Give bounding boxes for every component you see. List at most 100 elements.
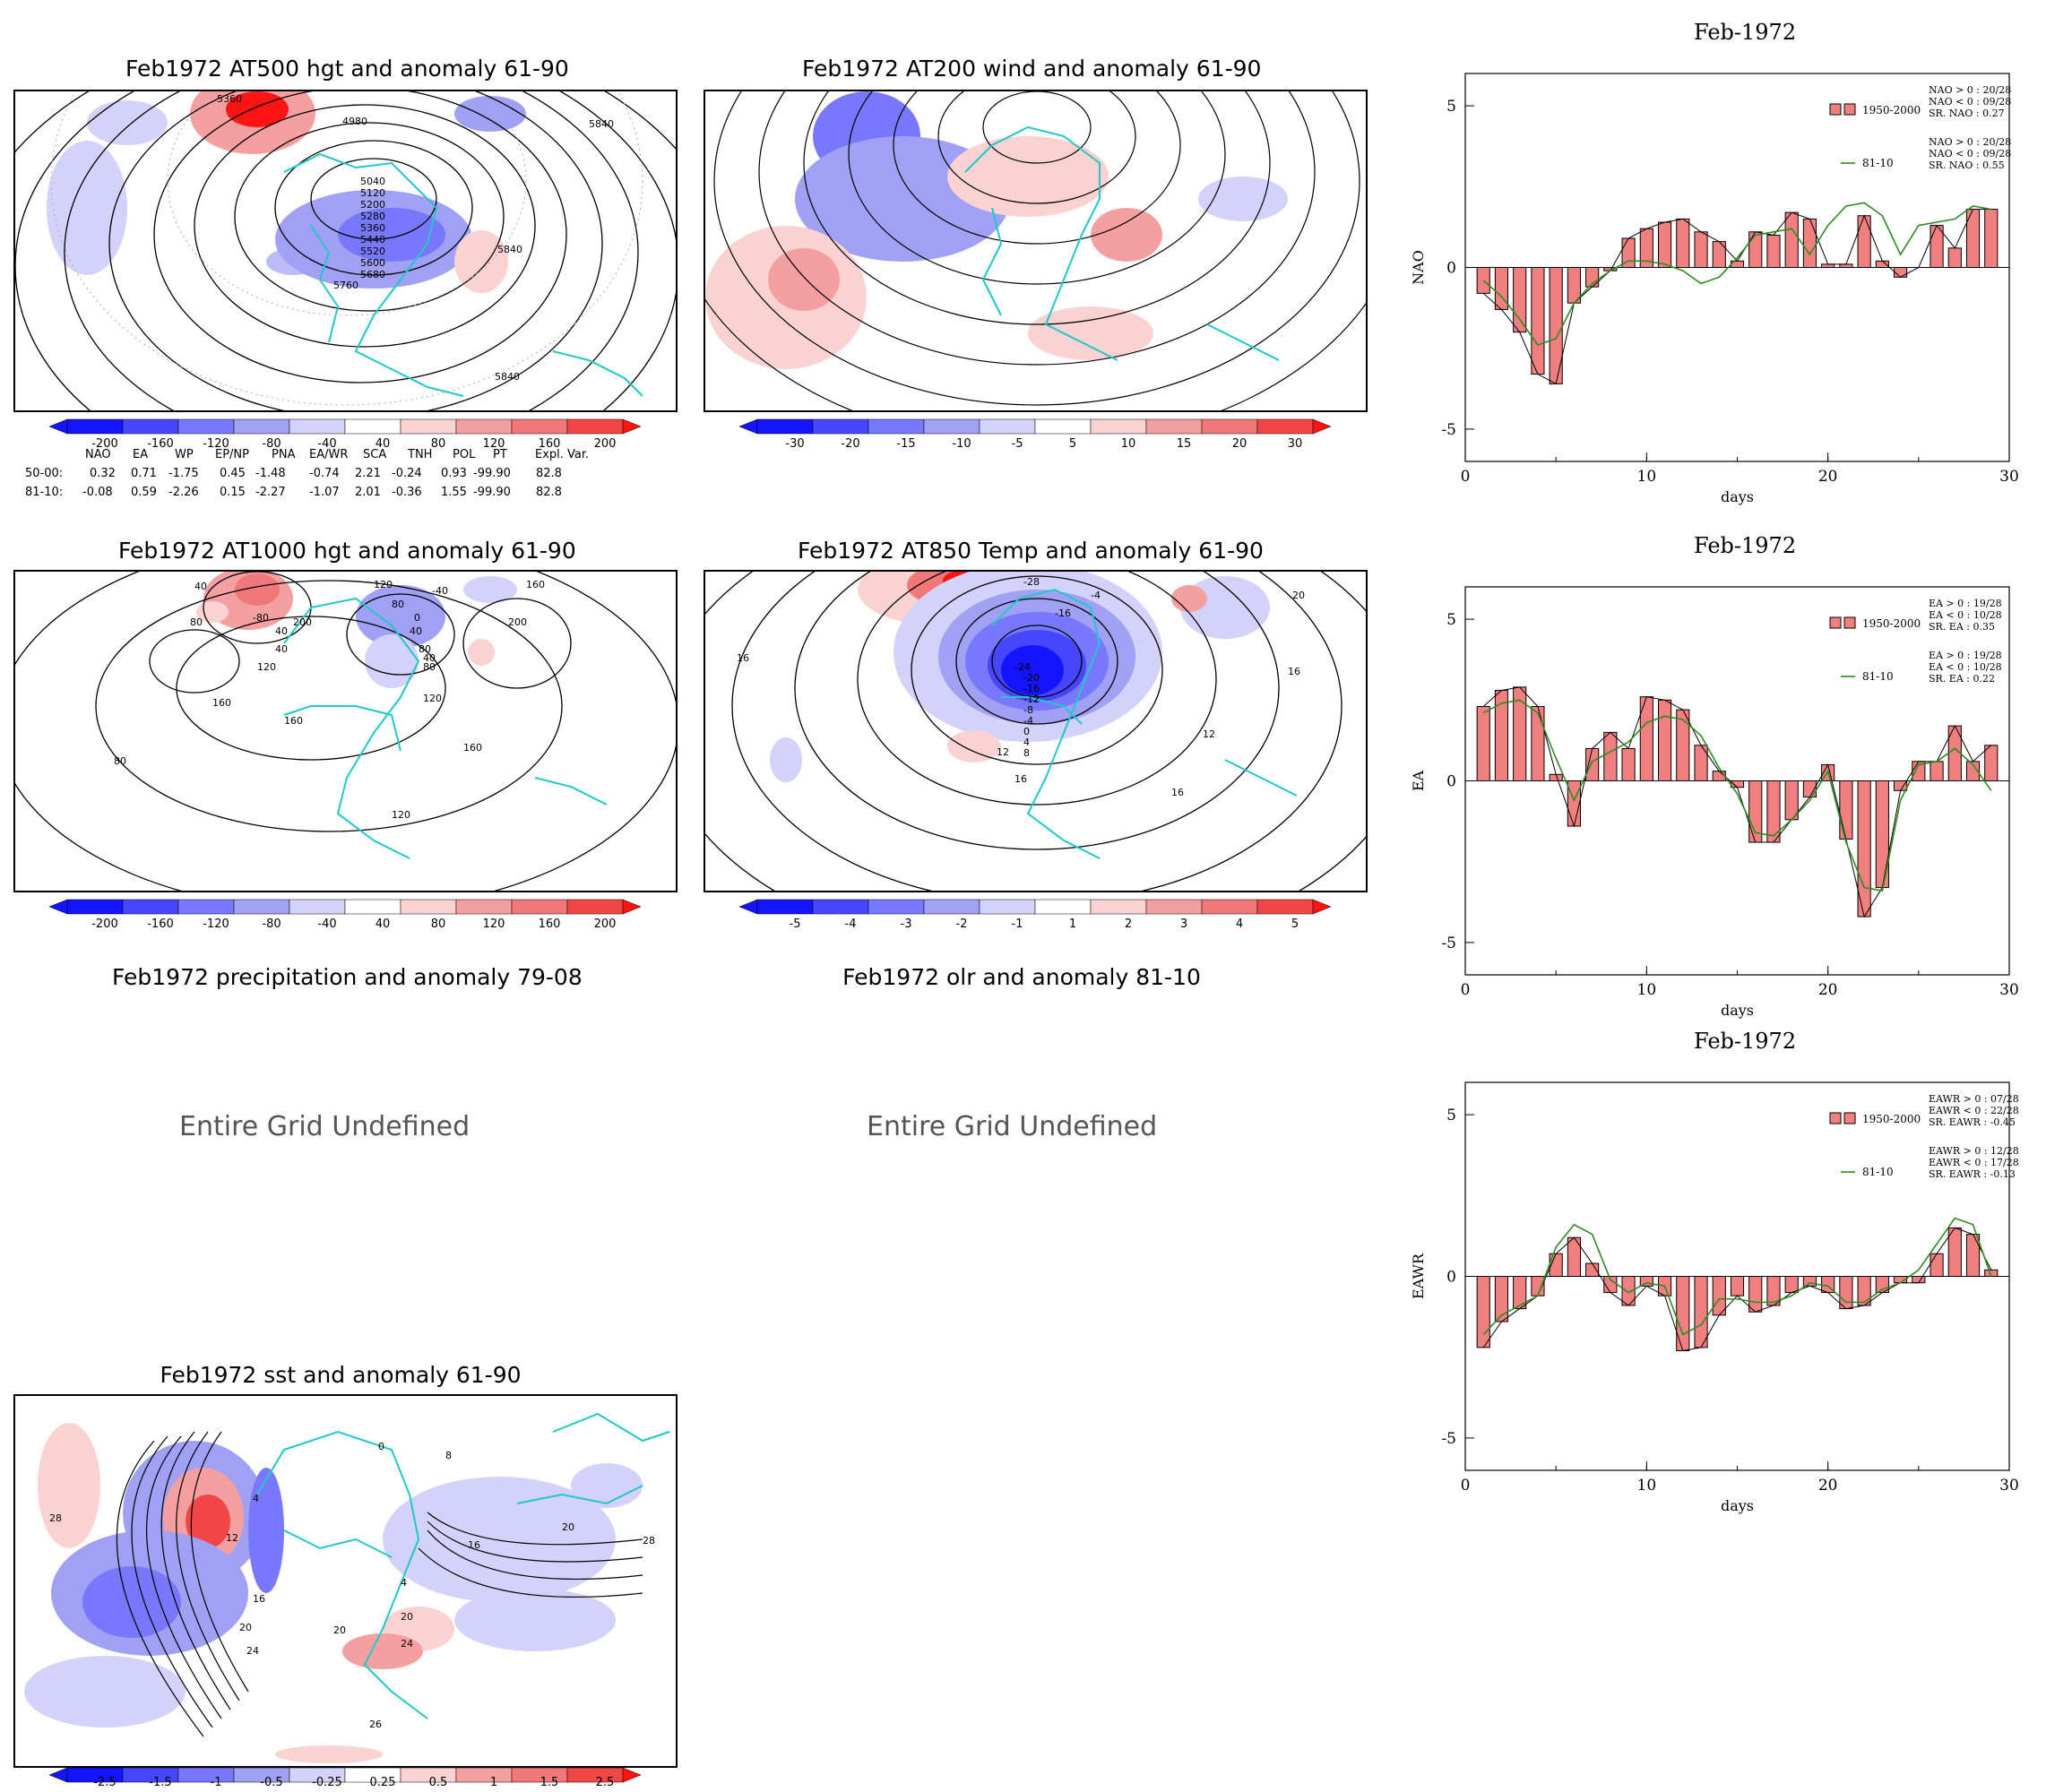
bar: [1657, 699, 1672, 782]
legend-stat: EAWR < 0 : 22/28: [1929, 1105, 2019, 1116]
table-cell: 0.59: [131, 486, 157, 499]
cbar-tick: 40: [375, 437, 391, 451]
cbar-tick: 5: [1291, 918, 1299, 931]
legend-label: 81-10: [1862, 157, 1894, 169]
anomaly-shading: [770, 572, 1270, 782]
cbar-tick: 1: [489, 1776, 498, 1789]
svg-text:80: 80: [392, 599, 404, 610]
precip-undefined-message: Entire Grid Undefined: [179, 1111, 471, 1142]
bar: [1531, 706, 1545, 781]
table-cell: -2.27: [255, 486, 286, 499]
svg-text:20: 20: [562, 1521, 574, 1533]
nao-timeseries-chart: 5 0 -5 0 10 20 30 days NAO 1950-2000 81-10 NAO > 0 …: [1410, 73, 2019, 505]
table-cell: 2.21: [355, 467, 381, 480]
map-500hgt: 5360 4980 5040 5120 5200 5280 5360 5440 …: [15, 91, 676, 410]
cbar-tick: -1: [1011, 918, 1023, 931]
legend-label: 1950-2000: [1862, 617, 1921, 630]
cbar-tick: 2.5: [595, 1776, 615, 1789]
y-axis-label: NAO: [1410, 250, 1427, 285]
bar: [1857, 1276, 1871, 1306]
table-cell: -0.74: [309, 467, 340, 480]
series-line-81-10: [1482, 699, 1992, 892]
series-line-81-10: [1482, 202, 1991, 347]
bar: [1802, 218, 1817, 268]
bar: [1603, 731, 1618, 781]
svg-text:5040: 5040: [360, 176, 385, 187]
svg-text:4: 4: [1023, 737, 1030, 748]
map-title-500hgt: Feb1972 AT500 hgt and anomaly 61-90: [125, 56, 569, 82]
cbar-tick: -30: [785, 437, 805, 451]
table-header: WP: [175, 448, 194, 461]
table-cell: -1.48: [255, 467, 286, 480]
bar: [1531, 267, 1545, 375]
table-cell: 1.55: [441, 486, 467, 499]
table-cell: -0.36: [392, 486, 422, 499]
svg-text:120: 120: [374, 579, 393, 590]
bar: [1621, 747, 1636, 782]
map-title-sst: Feb1972 sst and anomaly 61-90: [160, 1362, 522, 1388]
bar: [1513, 267, 1527, 333]
cbar-tick: -0.25: [312, 1776, 342, 1789]
svg-text:40: 40: [275, 643, 288, 655]
table-header: Expl. Var.: [535, 448, 590, 461]
table-header: NAO: [85, 448, 111, 461]
legend-stat: NAO < 0 : 09/28: [1929, 148, 2011, 159]
coastlines: [964, 125, 1280, 361]
bar: [1930, 761, 1944, 782]
svg-text:0: 0: [378, 1441, 384, 1452]
legend-stat: NAO > 0 : 20/28: [1929, 136, 2011, 148]
cbar-tick: -80: [262, 918, 281, 931]
bar: [1766, 234, 1781, 269]
coastlines: [256, 1412, 670, 1719]
bar: [1694, 1276, 1708, 1348]
series-line-81-10: [1482, 1217, 1992, 1336]
contours: [705, 572, 1366, 891]
cbar-tick: -40: [317, 918, 337, 931]
bar: [1766, 780, 1781, 843]
bar: [1549, 267, 1563, 384]
svg-text:-80: -80: [253, 612, 269, 624]
svg-text:-12: -12: [1023, 694, 1040, 705]
cbar-tick: -15: [896, 437, 916, 451]
bar: [1748, 231, 1763, 268]
map-sst: 28 4 12 16 20 24 0 8 16 20 28 4 20 24 26…: [24, 1412, 670, 1763]
y-tick-label: -5: [1441, 935, 1456, 952]
legend-stat: EAWR < 0 : 17/28: [1929, 1157, 2019, 1168]
contour-labels: -28 -4 20 -16 16 -24 -20 -16 -12 -8 -4 0…: [737, 576, 1305, 798]
cbar-tick: -40: [317, 437, 337, 451]
bar: [1657, 221, 1672, 269]
ea-timeseries-chart: 5 0 -5 0 10 20 30 days EA 1950-2000 81-10 EA > 0 : …: [1410, 586, 2019, 1019]
cbar-tick: -5: [1011, 437, 1023, 451]
table-header: PNA: [272, 448, 296, 461]
svg-text:40: 40: [410, 625, 422, 637]
table-header: SCA: [363, 448, 387, 461]
svg-text:5200: 5200: [360, 199, 385, 211]
svg-text:8: 8: [1023, 747, 1030, 759]
table-cell: 0.71: [131, 467, 157, 480]
table-cell: -2.26: [168, 486, 199, 499]
svg-text:80: 80: [423, 661, 436, 673]
map-title-850temp: Feb1972 AT850 Temp and anomaly 61-90: [798, 538, 1264, 564]
cbar-tick: 120: [482, 918, 505, 931]
x-tick-label: 10: [1637, 981, 1657, 999]
map-850temp: -28 -4 20 -16 16 -24 -20 -16 -12 -8 -4 0…: [705, 572, 1366, 891]
legend-swatch-bar: [1843, 103, 1856, 116]
svg-text:-4: -4: [1023, 715, 1033, 727]
x-axis-label: days: [1721, 1497, 1754, 1514]
svg-text:5440: 5440: [360, 234, 385, 246]
legend-swatch-bar: [1829, 616, 1842, 629]
bar-outline-line: [1482, 209, 1991, 385]
cbar-tick: -5: [789, 918, 801, 931]
bar: [1984, 745, 1999, 781]
table-cell: -0.08: [82, 486, 113, 499]
x-tick-label: 0: [1461, 468, 1471, 486]
colorbar-500hgt: [49, 418, 641, 435]
svg-text:160: 160: [284, 715, 303, 727]
bar: [1694, 231, 1708, 268]
bar: [1947, 247, 1962, 269]
coastlines: [283, 597, 608, 859]
colorbar-850temp: [739, 899, 1331, 915]
bar: [1676, 1276, 1690, 1351]
svg-text:5600: 5600: [360, 257, 385, 269]
bar: [1875, 260, 1889, 269]
